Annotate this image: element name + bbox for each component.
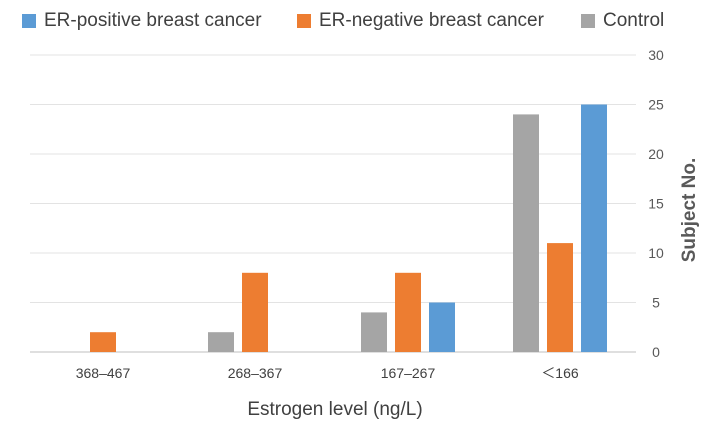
x-tick-labels: 368–467 268–367 167–267 ＜166 (76, 365, 579, 381)
bar-er-negative-breast-cancer-0 (90, 332, 116, 352)
legend-swatch-er-negative (297, 14, 311, 28)
legend-label-control: Control (603, 10, 665, 31)
y-tick-label: 30 (648, 47, 664, 63)
legend-swatch-er-positive (22, 14, 36, 28)
bar-er-negative-breast-cancer-1 (242, 272, 268, 352)
legend-item-control: Control (581, 10, 664, 32)
legend-item-er-negative: ER-negative breast cancer (297, 10, 544, 32)
legend-label-er-negative: ER-negative breast cancer (319, 10, 544, 31)
x-tick-label: 268–367 (228, 365, 283, 381)
bar-control-1 (208, 332, 234, 352)
x-tick-label: 368–467 (76, 365, 131, 381)
bar-er-positive-breast-cancer-3 (581, 104, 607, 352)
gridlines (30, 54, 636, 353)
y-tick-label: 0 (652, 344, 660, 360)
legend-swatch-control (581, 14, 595, 28)
bar-control-2 (361, 312, 387, 352)
x-axis-label: Estrogen level (ng/L) (247, 399, 422, 420)
y-tick-label: 10 (648, 245, 664, 261)
x-tick-label: 167–267 (381, 365, 436, 381)
bar-er-negative-breast-cancer-3 (547, 243, 573, 352)
legend-item-er-positive: ER-positive breast cancer (22, 10, 262, 32)
y-axis-label: Subject No. (679, 158, 700, 263)
y-tick-labels: 0 5 10 15 20 25 30 (648, 47, 664, 360)
x-tick-label: ＜166 (541, 365, 579, 381)
bar-er-positive-breast-cancer-2 (429, 302, 455, 352)
bars (90, 104, 607, 353)
y-tick-label: 5 (652, 295, 660, 311)
bar-er-negative-breast-cancer-2 (395, 272, 421, 352)
y-tick-label: 15 (648, 196, 664, 212)
y-tick-label: 20 (648, 146, 664, 162)
bar-control-3 (513, 114, 539, 353)
y-tick-label: 25 (648, 97, 664, 113)
legend-label-er-positive: ER-positive breast cancer (44, 10, 262, 31)
